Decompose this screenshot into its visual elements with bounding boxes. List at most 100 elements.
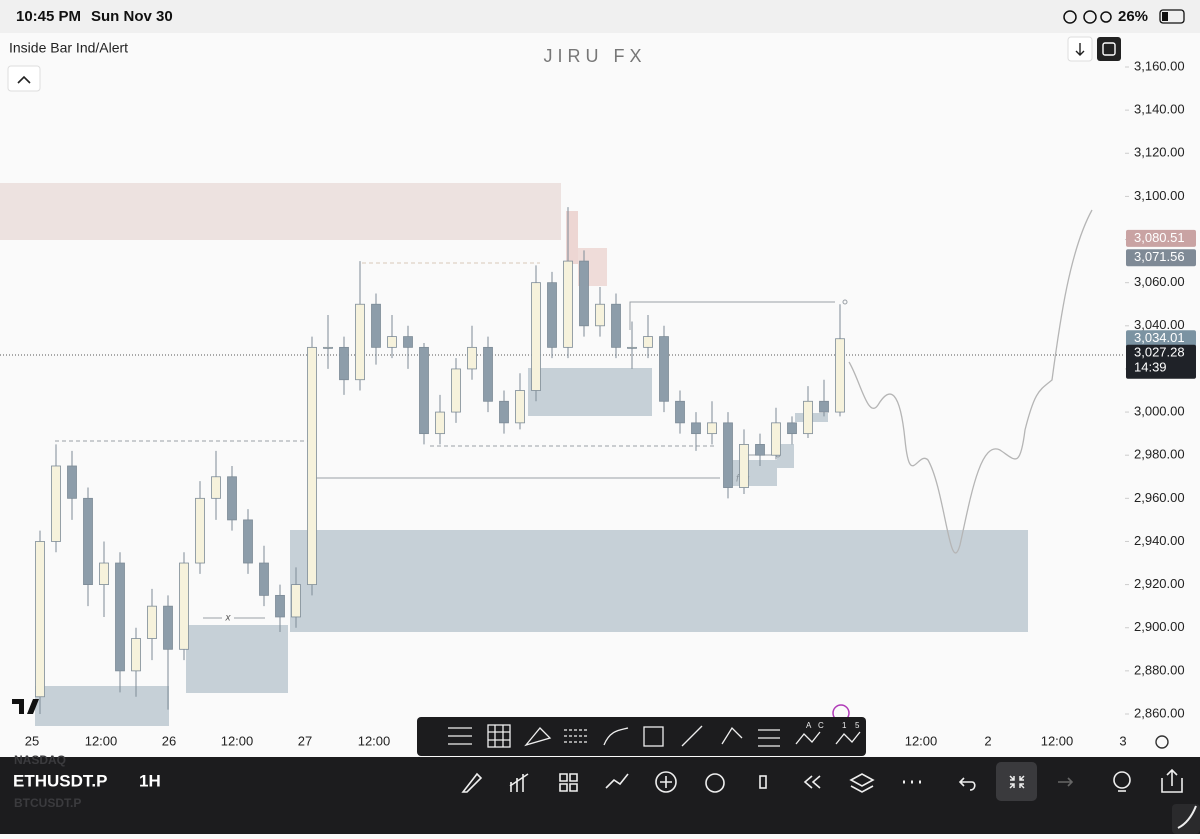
collapse-chart-icon [1009,775,1025,789]
candle-body [819,400,829,413]
bottom-icon[interactable] [605,773,629,789]
candle-body [739,444,749,488]
tool-icon[interactable] [758,729,780,747]
candle-body [771,422,781,456]
price-tick-label: 3,100.00 [1134,188,1185,203]
tool-icon[interactable] [448,727,472,745]
candle-body [515,390,525,424]
collapse-icon [17,75,31,84]
battery-level [1162,12,1168,21]
candle-body [307,346,317,586]
candle-body [659,336,669,402]
candle-body [611,303,621,348]
interval[interactable]: 1H [139,771,161,790]
bottom-icon[interactable] [559,773,578,792]
collapse-button[interactable] [7,65,41,92]
symbol[interactable]: ETHUSDT.P [13,771,107,790]
tool-icon[interactable] [721,726,743,745]
battery-icon [1159,9,1185,24]
bottom-icon[interactable] [461,772,483,793]
status-bar [0,0,1200,33]
bottom-icon[interactable] [509,773,529,792]
candle-body [51,465,61,542]
tool-icon[interactable] [524,727,552,747]
price-tick-label: 3,160.00 [1134,58,1185,73]
bottom-icon[interactable] [655,771,677,793]
price-tag-label: 3,080.51 [1134,230,1185,245]
bottom-icon[interactable] [803,775,821,789]
time-tick-label: 12:00 [1041,733,1074,748]
toolbar-letter: C [818,721,824,730]
ghost-symbol: NASDAQ [14,753,66,767]
candle-body [211,476,221,499]
demand-zone [186,625,288,693]
price-tick-label: 2,960.00 [1134,490,1185,505]
candle-body [499,400,509,424]
price-tick-label: 2,920.00 [1134,576,1185,591]
price-axis [1125,33,1200,757]
ghost-symbol: BTCUSDT.P [14,796,81,810]
candle-body [467,346,477,370]
demand-zone [528,368,652,416]
fullscreen-icon [1102,42,1116,56]
price-tick-label: 3,060.00 [1134,274,1185,289]
candle-body [339,346,349,381]
redo-icon[interactable] [1058,777,1074,787]
time-tick-label: 26 [162,733,176,748]
time-tick-label: 12:00 [85,733,118,748]
tool-icon[interactable] [643,726,664,747]
time-tick-label: 12:00 [905,733,938,748]
candles [35,207,845,714]
collapse-chart-button[interactable] [996,762,1037,801]
price-tick-label: 3,040.00 [1134,317,1185,332]
price-tick-label: 2,880.00 [1134,662,1185,677]
candle-body [323,346,333,349]
tool-icon[interactable] [603,727,629,746]
candle-body [195,497,205,564]
tool-icon[interactable] [487,724,511,748]
price-tick-label: 2,860.00 [1134,705,1185,720]
price-tick-label: 3,000.00 [1134,404,1185,419]
supply-zone [566,211,578,264]
fullscreen-button[interactable] [1097,37,1121,61]
candle-body [227,476,237,521]
bottom-icon[interactable] [759,775,767,789]
candle-body [643,336,653,348]
time-tick-label: 3 [1119,733,1126,748]
bottom-icon[interactable] [958,777,976,791]
settings-icon[interactable] [1155,735,1169,749]
candle-body [259,562,269,596]
demand-zone [290,530,1028,632]
time-axis: 25 12:00 26 12:00 27 12:00 12:00 2 12:00 3 [25,733,1127,748]
time-tick-label: 2 [984,733,991,748]
candle-body [115,562,125,672]
candle-body [131,638,141,672]
time-tick-label: 12:00 [358,733,391,748]
bottom-icon[interactable] [849,773,875,793]
price-tick-label: 3,140.00 [1134,102,1185,117]
tool-icon[interactable] [681,725,703,747]
bottom-icon[interactable] [705,773,725,793]
candle-body [547,282,557,348]
tool-icon[interactable] [835,731,861,745]
candle-body [403,336,413,348]
candle-body [723,422,733,488]
price-tag-countdown: 14:39 [1134,360,1167,375]
candle-body [627,346,637,349]
toolbar-letter: 5 [855,721,860,730]
share-icon[interactable] [1161,768,1183,793]
scroll-icon [1075,43,1085,56]
candle-body [755,444,765,456]
idea-icon[interactable] [1113,771,1131,789]
tool-icon[interactable] [795,731,821,745]
time-tick-label: 27 [298,733,312,748]
candle-body [67,465,77,499]
bottom-icons-right [1058,768,1183,793]
candle-body [291,584,301,618]
candle-body [99,562,109,585]
pencil-corner-icon [1177,805,1197,829]
candle-body [483,346,493,402]
tool-icon[interactable] [564,729,588,743]
